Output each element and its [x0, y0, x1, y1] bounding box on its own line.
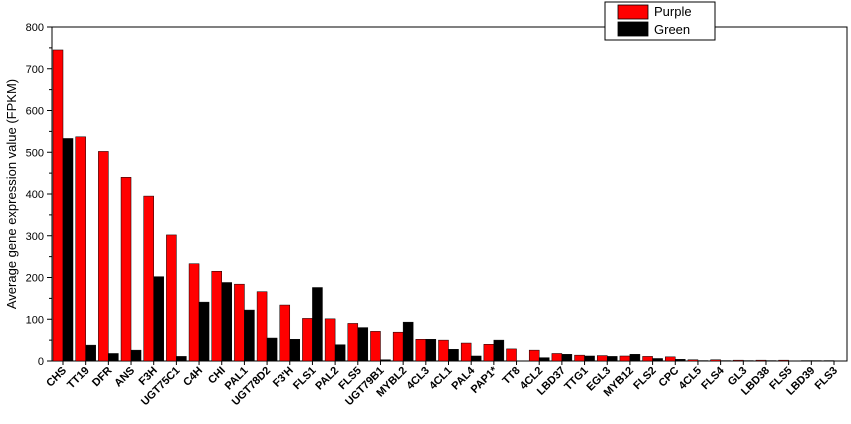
- bar-green-27: [675, 359, 686, 362]
- bar-green-17: [448, 349, 459, 362]
- bar-purple-18: [460, 342, 472, 362]
- bar-green-19: [493, 339, 505, 362]
- bar-purple-10: [279, 304, 291, 362]
- y-axis: 0 100 200 300 400 500 600 700 800: [26, 22, 52, 368]
- y-tick-label: 0: [38, 356, 44, 368]
- bar-purple-24: [596, 355, 608, 362]
- bar-purple-27: [665, 356, 676, 362]
- bar-green-24: [606, 356, 618, 362]
- bar-green-0: [62, 138, 74, 362]
- x-tick-label: DFR: [90, 365, 115, 390]
- bar-green-6: [198, 301, 210, 362]
- y-tick-label: 500: [26, 147, 44, 159]
- bar-purple-0: [52, 49, 64, 362]
- legend: Purple Green: [604, 1, 716, 41]
- bar-purple-9: [256, 291, 268, 362]
- x-tick-label: PAL2: [313, 365, 341, 393]
- bar-purple-6: [188, 263, 200, 362]
- bar-purple-31: [755, 359, 767, 362]
- x-tick-label: 4CL3: [404, 365, 432, 393]
- x-tick-label: C4H: [181, 365, 205, 389]
- bar-green-9: [266, 337, 278, 362]
- bar-purple-5: [166, 234, 177, 362]
- x-tick-label: FLS3: [813, 365, 841, 393]
- legend-label-green: Green: [654, 22, 690, 37]
- x-tick-label: TT19: [65, 365, 92, 392]
- y-tick-label: 600: [26, 106, 44, 118]
- y-tick-label: 700: [26, 64, 44, 76]
- x-tick-label: FLS1: [291, 365, 319, 393]
- bar-purple-3: [120, 177, 132, 362]
- bar-green-16: [425, 339, 437, 362]
- y-tick-label: 800: [26, 22, 44, 34]
- bar-purple-7: [211, 270, 222, 362]
- legend-swatch-green: [617, 21, 649, 37]
- bar-purple-14: [370, 331, 381, 362]
- bar-green-1: [85, 344, 96, 362]
- bar-green-15: [402, 321, 414, 362]
- bar-purple-1: [75, 136, 86, 362]
- x-tick-label: TTG1: [562, 365, 590, 393]
- bar-green-3: [130, 349, 142, 362]
- bar-purple-4: [143, 195, 154, 362]
- x-tick-label: PAP1*: [469, 364, 501, 396]
- bar-green-26: [652, 358, 663, 362]
- bar-green-4: [153, 276, 164, 362]
- x-tick-label: 4CL1: [427, 365, 455, 393]
- bar-purple-25: [619, 355, 631, 362]
- bar-purple-12: [324, 318, 336, 362]
- bar-green-8: [244, 309, 255, 362]
- y-axis-title: Average gene expression value (FPKM): [4, 79, 19, 309]
- bar-purple-8: [234, 283, 245, 362]
- bar-green-21: [538, 357, 550, 362]
- bar-purple-16: [415, 339, 427, 362]
- bar-green-10: [289, 339, 301, 362]
- bar-purple-15: [392, 331, 404, 362]
- bar-purple-17: [438, 339, 449, 362]
- bar-green-25: [629, 354, 641, 362]
- bar-green-7: [221, 282, 232, 362]
- y-tick-label: 100: [26, 314, 44, 326]
- x-tick-label: CHS: [44, 365, 69, 390]
- x-tick-label: ANS: [112, 365, 137, 390]
- x-tick-label: 4CL5: [677, 365, 705, 393]
- x-tick-label: FLS2: [631, 365, 659, 393]
- bar-green-2: [108, 353, 119, 362]
- bar-purple-13: [347, 323, 359, 362]
- legend-swatch-purple: [617, 4, 649, 20]
- bar-purple-32: [778, 359, 789, 362]
- bar-green-5: [176, 356, 187, 362]
- bar-purple-21: [528, 349, 540, 362]
- bar-green-18: [470, 355, 482, 362]
- bar-purple-2: [98, 151, 109, 362]
- y-tick-label: 400: [26, 189, 44, 201]
- bar-purple-26: [642, 356, 653, 362]
- bar-purple-28: [687, 359, 699, 362]
- bar-purple-20: [506, 348, 517, 362]
- bar-purple-30: [733, 359, 744, 362]
- legend-label-purple: Purple: [654, 4, 692, 19]
- bar-green-23: [584, 355, 595, 362]
- bar-purple-23: [574, 354, 585, 362]
- bar-purple-22: [551, 353, 563, 362]
- bar-green-22: [561, 354, 573, 362]
- bar-green-13: [357, 327, 369, 362]
- bar-purple-29: [710, 359, 721, 362]
- bar-green-14: [380, 359, 391, 362]
- x-tick-label: FLS4: [699, 364, 727, 392]
- bar-green-11: [312, 287, 323, 362]
- bar-purple-11: [302, 318, 313, 362]
- bar-purple-19: [483, 344, 495, 362]
- bar-green-12: [334, 344, 346, 362]
- y-tick-label: 300: [26, 231, 44, 243]
- bars: [52, 49, 835, 362]
- y-tick-label: 200: [26, 273, 44, 285]
